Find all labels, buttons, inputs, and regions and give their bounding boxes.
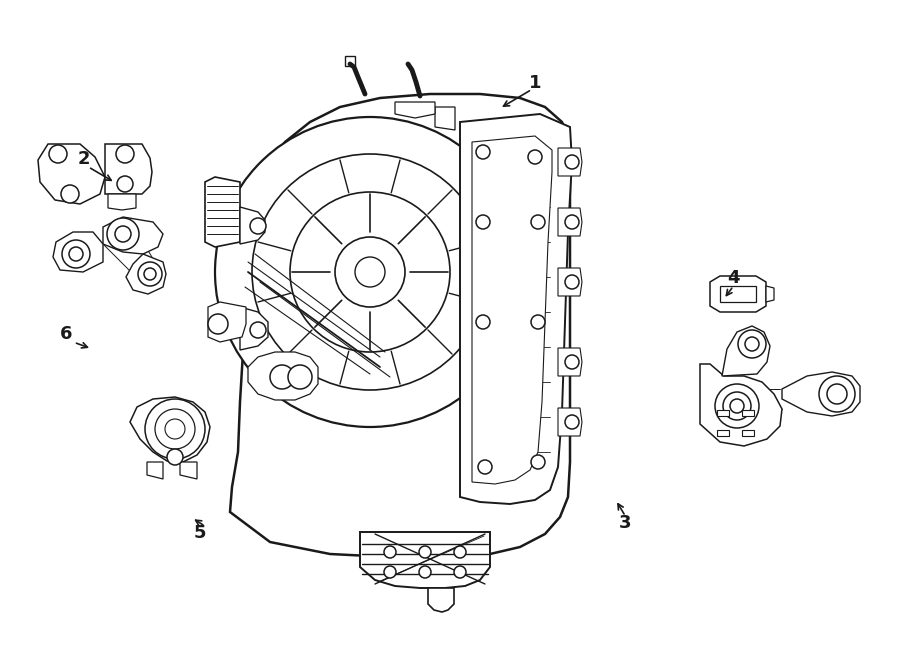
Bar [720,286,756,302]
Bar [742,410,754,416]
Circle shape [115,226,131,242]
Polygon shape [428,588,454,612]
Text: 1: 1 [529,73,542,92]
Circle shape [215,117,525,427]
Polygon shape [240,207,265,244]
Text: 4: 4 [727,269,740,287]
Circle shape [250,218,266,234]
Circle shape [384,566,396,578]
Circle shape [476,145,490,159]
Circle shape [454,566,466,578]
Polygon shape [395,102,435,118]
Circle shape [730,399,744,413]
Bar [717,410,729,416]
Polygon shape [126,254,166,294]
Circle shape [208,314,228,334]
Polygon shape [205,177,240,247]
Circle shape [167,449,183,465]
Circle shape [144,268,156,280]
Circle shape [69,247,83,261]
Circle shape [290,192,450,352]
Circle shape [738,330,766,358]
Circle shape [165,419,185,439]
Polygon shape [180,462,197,479]
Circle shape [531,455,545,469]
Circle shape [117,176,133,192]
Circle shape [827,384,847,404]
Circle shape [531,315,545,329]
Text: 6: 6 [59,325,72,344]
Circle shape [454,546,466,558]
Circle shape [715,384,759,428]
Circle shape [155,409,195,449]
Circle shape [419,546,431,558]
Polygon shape [240,307,268,350]
Polygon shape [435,107,455,130]
Circle shape [270,365,294,389]
Polygon shape [460,114,572,504]
Polygon shape [130,397,210,462]
Circle shape [107,218,139,250]
Circle shape [138,262,162,286]
Polygon shape [472,136,552,484]
Polygon shape [710,276,766,312]
Polygon shape [766,286,774,302]
Polygon shape [782,372,860,416]
Circle shape [419,566,431,578]
Circle shape [478,460,492,474]
Polygon shape [105,144,152,194]
Circle shape [250,322,266,338]
Circle shape [531,215,545,229]
Polygon shape [722,326,770,376]
Polygon shape [558,408,582,436]
Circle shape [819,376,855,412]
Polygon shape [558,148,582,176]
Polygon shape [108,194,136,210]
Circle shape [335,237,405,307]
Polygon shape [360,532,490,588]
Circle shape [61,185,79,203]
Circle shape [528,150,542,164]
Polygon shape [38,144,105,204]
Polygon shape [147,462,163,479]
Circle shape [565,155,579,169]
Polygon shape [558,348,582,376]
Circle shape [49,145,67,163]
Bar [742,430,754,436]
Circle shape [476,315,490,329]
Text: 3: 3 [619,514,632,532]
Polygon shape [248,352,318,400]
Circle shape [565,355,579,369]
Polygon shape [230,94,570,557]
Polygon shape [53,232,103,272]
Circle shape [288,365,312,389]
Circle shape [116,145,134,163]
Polygon shape [558,268,582,296]
Text: 2: 2 [77,150,90,168]
Circle shape [565,215,579,229]
Polygon shape [345,56,355,66]
Text: 5: 5 [194,524,206,542]
Circle shape [355,257,385,287]
Circle shape [745,337,759,351]
Bar [717,430,729,436]
Circle shape [252,154,488,390]
Circle shape [723,392,751,420]
Polygon shape [103,217,163,254]
Circle shape [384,546,396,558]
Circle shape [145,399,205,459]
Circle shape [476,215,490,229]
Polygon shape [700,364,782,446]
Circle shape [565,415,579,429]
Circle shape [565,275,579,289]
Polygon shape [558,208,582,236]
Circle shape [62,240,90,268]
Polygon shape [208,302,246,342]
